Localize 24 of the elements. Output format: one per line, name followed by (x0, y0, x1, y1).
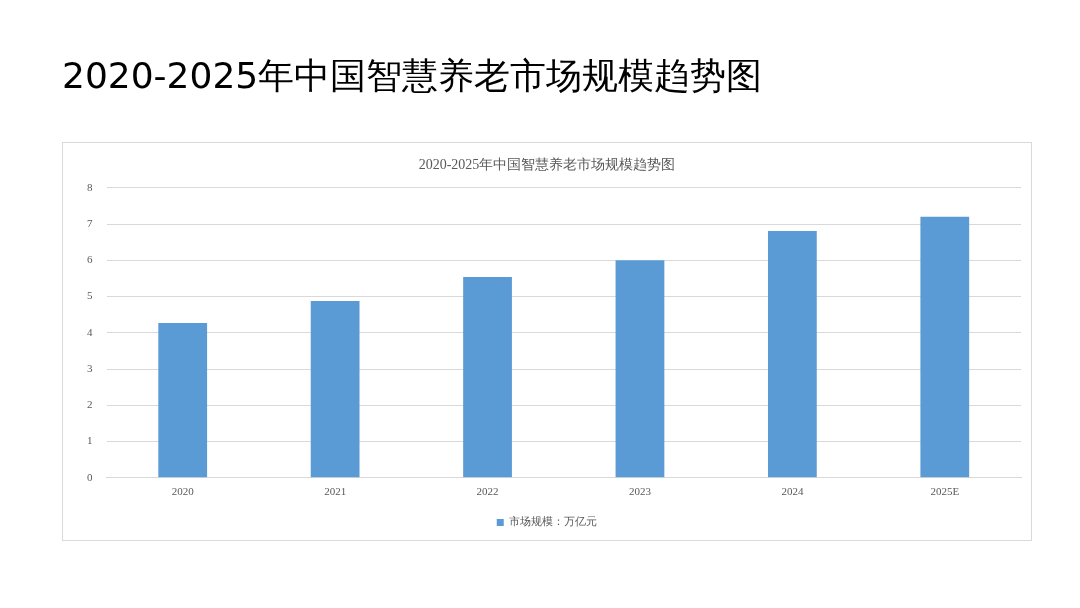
bar (615, 260, 665, 478)
y-tick-label: 2 (87, 398, 93, 411)
y-tick-label: 3 (87, 361, 93, 374)
y-tick-label: 6 (87, 253, 93, 266)
y-tick-label: 1 (87, 434, 93, 447)
legend-label: 市场规模：万亿元 (509, 515, 598, 529)
y-tick-label: 7 (87, 216, 93, 229)
x-tick-label: 2025E (930, 485, 960, 498)
bar (767, 230, 817, 478)
bar (158, 323, 208, 478)
x-tick-label: 2024 (781, 485, 804, 498)
bar (920, 216, 970, 478)
bar (463, 276, 512, 478)
x-tick-label: 2020 (171, 485, 195, 498)
x-tick-label: 2022 (476, 485, 499, 498)
chart-title: 2020-2025年中国智慧养老市场规模趋势图 (62, 54, 763, 98)
y-tick-label: 5 (87, 289, 93, 302)
x-tick-label: 2023 (628, 485, 652, 498)
bar (310, 300, 360, 478)
x-tick-label: 2021 (324, 485, 347, 498)
y-tick-label: 0 (87, 470, 93, 483)
chart-subtitle: 2020-2025年中国智慧养老市场规模趋势图 (418, 157, 676, 173)
y-tick-label: 8 (87, 180, 93, 193)
y-tick-label: 4 (87, 325, 93, 338)
